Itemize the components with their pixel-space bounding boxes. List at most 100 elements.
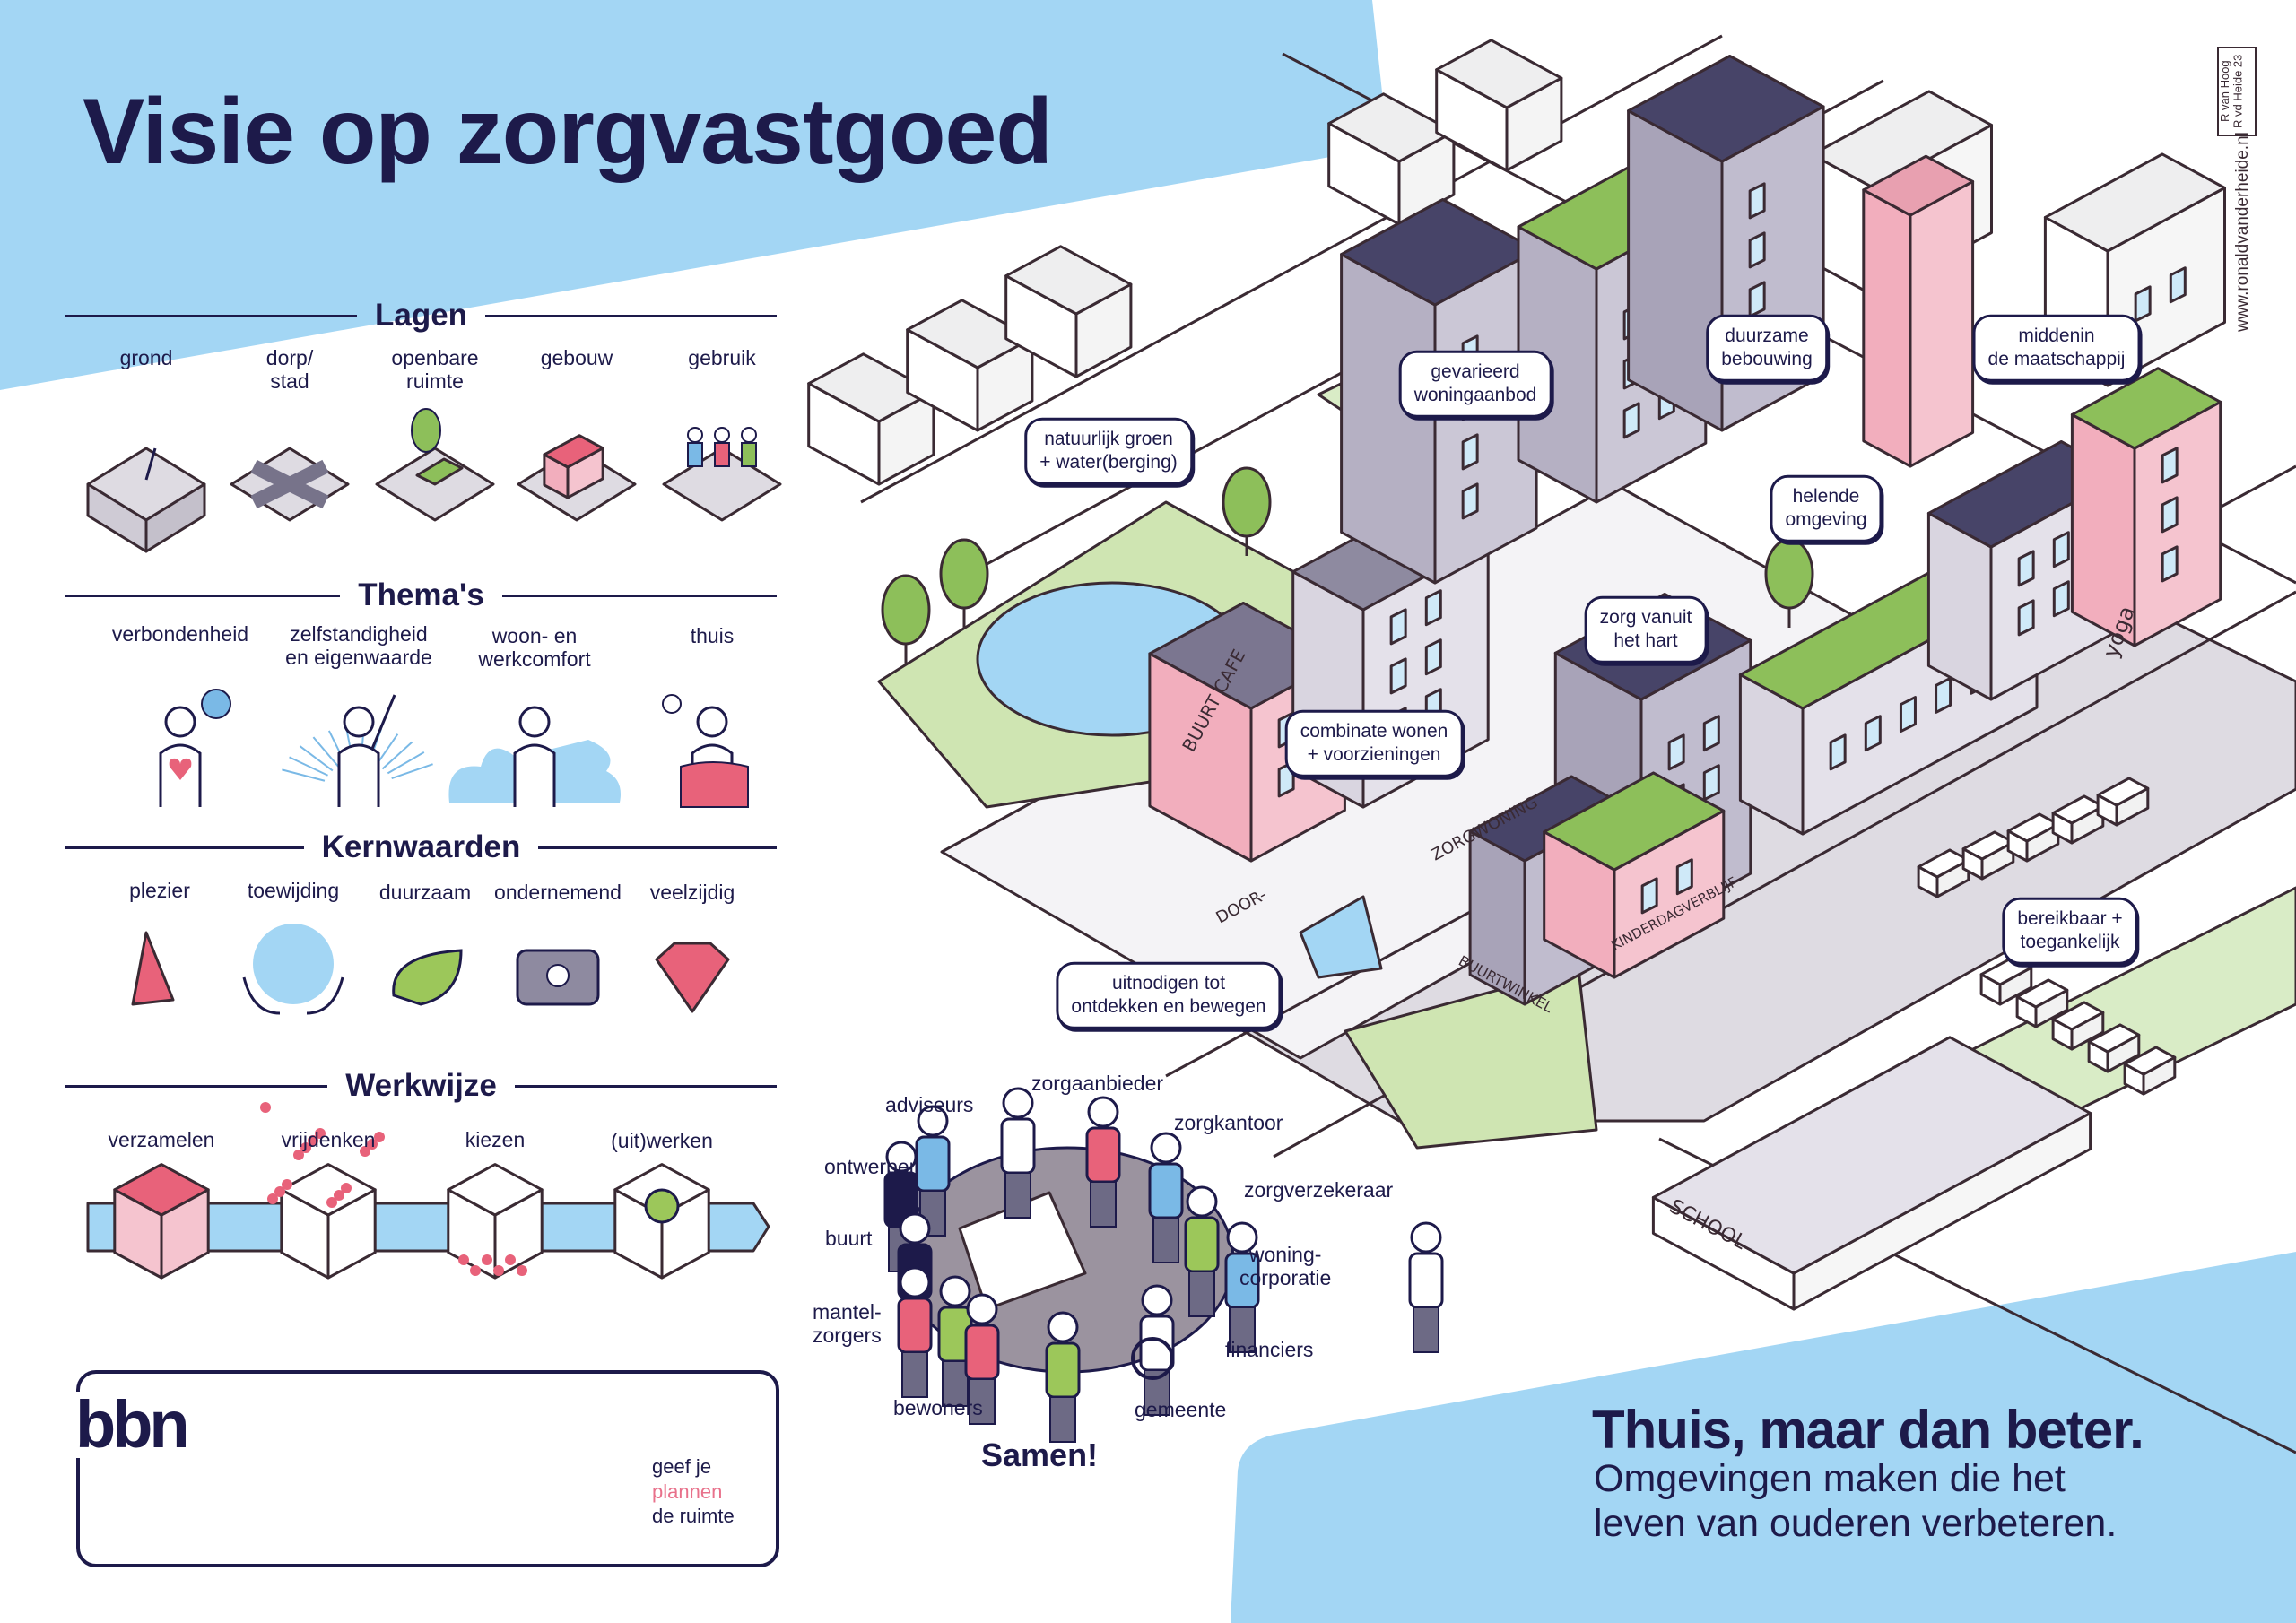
leaf-icon [392,949,463,1006]
window [1748,281,1766,318]
person-head [1410,1221,1442,1254]
person-head [1226,1221,1258,1254]
building-roof [2015,978,2069,1009]
samen-heading: Samen! [981,1436,1099,1473]
window [1748,231,1766,269]
ball [493,1265,504,1276]
person-legs [1049,1396,1076,1443]
section-heading: Kernwaarden [321,829,521,864]
window [1702,715,1720,752]
person-head [917,1105,949,1137]
car [2087,1023,2141,1073]
person-legs [1188,1271,1215,1317]
tree [1764,538,1814,610]
park-bench-tree-icon [375,408,495,522]
section-werkwijze: Werkwijze [65,1068,777,1104]
person [897,1266,933,1398]
person-head [966,1293,998,1325]
stakeholder-label: buurt [825,1227,873,1250]
idea-ball [300,1142,311,1153]
ball [470,1265,481,1276]
soil-side [144,482,206,553]
person [1045,1311,1081,1443]
idea-ball [267,1193,278,1204]
stakeholder-label: woning- corporatie [1239,1243,1332,1290]
body [513,743,556,807]
solar-tower-right [1627,55,1825,432]
window [2161,545,2179,583]
person-body [964,1324,1000,1381]
globe [201,689,231,719]
person-legs [1090,1181,1117,1228]
window [1748,182,1766,220]
window [1640,877,1658,915]
building-roof [2123,1046,2177,1076]
ball [505,1254,516,1265]
building-roof [2087,1023,2141,1054]
section-heading: Thema's [358,577,484,612]
building-roof [1004,245,1133,316]
lightbulb [644,1188,680,1224]
ray [282,768,326,782]
proud-person-icon [282,694,433,807]
window [1829,733,1847,771]
person [915,1105,951,1237]
body [714,442,730,467]
window [2134,285,2152,323]
window [2161,447,2179,484]
person-legs [1229,1306,1256,1353]
person [1184,1185,1220,1317]
window [2017,550,2035,587]
tagline-subline: leven van ouderen verbeteren. [1594,1502,2118,1545]
full-box-icon [113,1163,210,1280]
tree [1222,466,1272,538]
diamond-icon [655,942,730,1013]
car [2051,1001,2105,1051]
idea-ball [315,1128,326,1139]
tagline-line: de ruimte [652,1505,735,1527]
armchair [680,761,749,808]
value-label: duurzaam [378,881,472,904]
building-roof [1340,198,1538,307]
ray [312,736,340,768]
person [1139,1284,1175,1416]
divider [65,846,304,849]
window [1899,696,1917,733]
party-hat [131,931,175,1006]
layer-label: gebruik [688,346,756,369]
building-roof [2051,1001,2105,1031]
layer-label: gebouw [540,346,613,369]
person-body [915,1135,951,1193]
mini-building [543,434,604,499]
tagline-subline: Omgevingen maken die het [1594,1457,2066,1500]
house [906,299,1034,432]
divider [538,846,777,849]
idea-ball [326,1197,337,1208]
divider [65,1084,328,1088]
person-head [1150,1132,1182,1164]
idea-ball [374,1132,385,1142]
artist-website: www.ronaldvanderheide.nl [2233,132,2252,332]
building-roof [113,1163,210,1217]
head [164,706,196,738]
callout-natuurlijk-groen: natuurlijk groen + water(berging) [1024,417,1193,485]
person-body [897,1297,933,1354]
theme-label: zelfstandigheid en eigenwaarde [285,622,432,670]
person-head [899,1266,931,1298]
people-high-five-icon [662,427,782,522]
person-legs [1413,1306,1439,1353]
process-box [113,1163,210,1280]
carer-cloud-icon [448,706,621,807]
step-label: (uit)werken [611,1129,713,1152]
building-wall [1909,179,1975,468]
person-body [1148,1162,1184,1219]
crossroads-icon [230,447,350,522]
building-icon [517,434,637,522]
callout-bereikbaar: bereikbaar + toegankelijk [2002,897,2138,965]
person-head [1186,1185,1218,1218]
box-lightbulb-icon [613,1163,710,1280]
divider [485,314,778,317]
ball [458,1254,469,1265]
callout-uitnodigen: uitnodigen tot ontdekken en bewegen [1056,961,1282,1029]
lightbulb [546,964,570,987]
